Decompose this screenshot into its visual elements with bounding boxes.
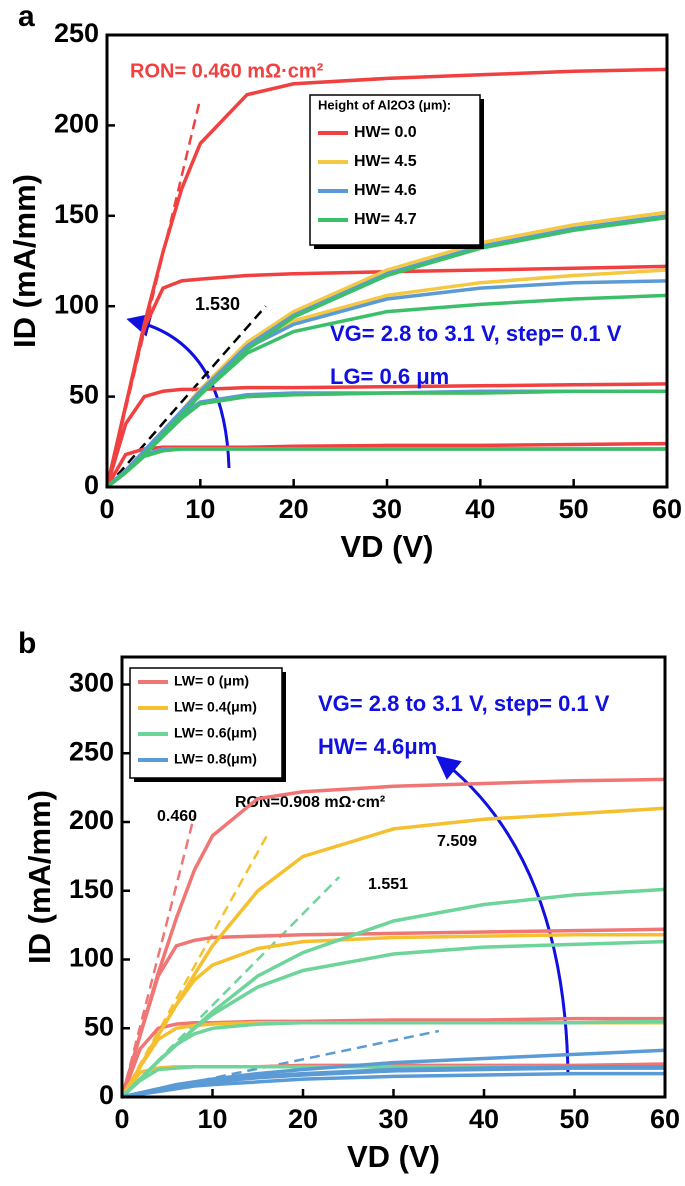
y-tick-label: 100: [69, 943, 114, 973]
x-tick-label: 20: [288, 1104, 318, 1134]
y-tick-label: 100: [54, 289, 99, 319]
x-tick-label: 0: [99, 494, 114, 524]
legend-label: LW= 0.8(μm): [174, 751, 257, 767]
x-tick-label: 10: [197, 1104, 227, 1134]
fit-label: 1.551: [368, 876, 408, 893]
annotation: VG= 2.8 to 3.1 V, step= 0.1 V: [318, 691, 610, 716]
data-line: [120, 1019, 666, 1099]
legend-label: HW= 4.7: [354, 211, 417, 228]
panel-label: b: [18, 627, 36, 660]
arrow: [126, 313, 231, 469]
x-tick-label: 0: [114, 1104, 129, 1134]
y-tick-label: 150: [69, 874, 114, 904]
arrow: [435, 755, 570, 1076]
y-axis-title: ID (mA/mm): [7, 174, 42, 348]
x-tick-label: 50: [559, 1104, 589, 1134]
legend-label: LW= 0.6(μm): [174, 725, 257, 741]
x-tick-label: 60: [652, 494, 682, 524]
x-tick-label: 60: [650, 1104, 680, 1134]
x-tick-label: 50: [559, 494, 589, 524]
annotation: HW= 4.6μm: [318, 734, 437, 759]
plot-frame: [105, 33, 669, 489]
fit-label: 1.530: [195, 294, 240, 314]
legend-label: HW= 4.6: [354, 182, 417, 199]
fit-label: RON=0.908 mΩ·cm²: [235, 794, 385, 811]
y-tick-label: 0: [84, 470, 99, 500]
y-tick-label: 200: [69, 805, 114, 835]
y-axis-title: ID (mA/mm): [22, 790, 57, 964]
panel-label: a: [18, 0, 35, 33]
annotation: LG= 0.6 μm: [330, 364, 449, 389]
x-tick-label: 40: [469, 1104, 499, 1134]
data-line: [105, 264, 668, 488]
y-tick-label: 50: [69, 380, 99, 410]
legend-label: LW= 0.4(μm): [174, 699, 257, 715]
data-line: [105, 447, 667, 489]
fit-label: RON= 0.460 mΩ·cm²: [130, 60, 324, 82]
x-tick-label: 30: [372, 494, 402, 524]
legend-label: HW= 4.5: [354, 153, 417, 170]
y-tick-label: 50: [84, 1011, 114, 1041]
y-tick-label: 150: [54, 199, 99, 229]
y-tick-label: 0: [99, 1080, 114, 1110]
fit-label: 7.509: [437, 833, 477, 850]
x-tick-label: 20: [279, 494, 309, 524]
x-tick-label: 40: [465, 494, 495, 524]
y-tick-label: 200: [54, 109, 99, 139]
plot-frame: [120, 655, 667, 1099]
legend-label: LW= 0 (μm): [174, 673, 249, 689]
legend-title: Height of Al2O3 (μm):: [318, 97, 451, 112]
data-line: [105, 382, 668, 488]
x-tick-label: 10: [185, 494, 215, 524]
data-line: [121, 1071, 665, 1099]
x-axis-title: VD (V): [341, 529, 434, 564]
legend-label: HW= 0.0: [354, 124, 417, 141]
data-line: [120, 927, 666, 1098]
fit-line: [106, 305, 267, 488]
fit-label: 0.460: [157, 808, 197, 825]
y-tick-label: 250: [54, 18, 99, 48]
x-tick-label: 30: [378, 1104, 408, 1134]
x-axis-title: VD (V): [347, 1139, 440, 1174]
y-tick-label: 300: [69, 668, 114, 698]
y-tick-label: 250: [69, 736, 114, 766]
annotation: VG= 2.8 to 3.1 V, step= 0.1 V: [330, 321, 622, 346]
data-line: [105, 441, 668, 488]
data-line: [120, 933, 665, 1098]
